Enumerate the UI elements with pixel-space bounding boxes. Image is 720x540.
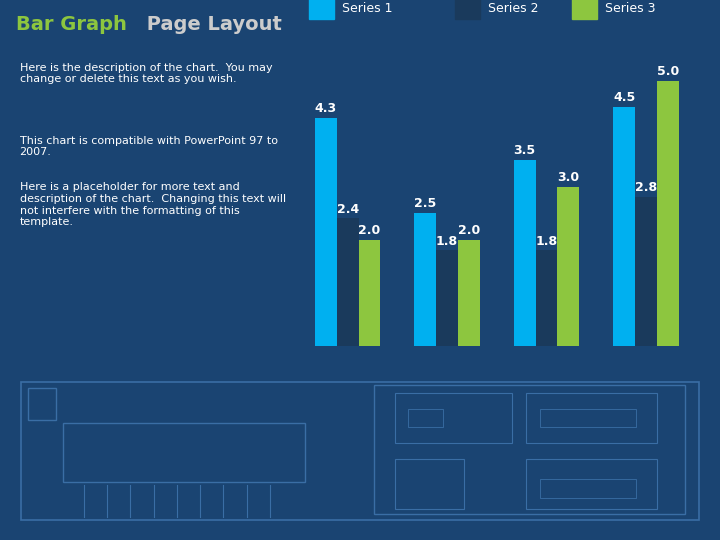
Bar (63, 423, 305, 482)
Text: Series 2: Series 2 (488, 2, 539, 15)
Text: 2.5: 2.5 (414, 198, 436, 211)
Text: 2.0: 2.0 (458, 224, 480, 237)
Bar (557, 186, 580, 346)
Text: 2.4: 2.4 (336, 202, 359, 215)
Text: This chart is compatible with PowerPoint 97 to
2007.: This chart is compatible with PowerPoint… (19, 136, 278, 157)
Bar (309, 0, 334, 19)
Bar (458, 240, 480, 346)
Bar (572, 0, 597, 19)
Bar (337, 218, 359, 346)
Text: 3.5: 3.5 (513, 144, 536, 157)
Text: 4.5: 4.5 (613, 91, 635, 104)
Bar (315, 118, 337, 346)
Bar (526, 393, 657, 443)
Text: 2.8: 2.8 (635, 181, 657, 194)
Text: Series 3: Series 3 (606, 2, 656, 15)
Bar (359, 240, 380, 346)
Bar (540, 479, 636, 498)
Text: 3.0: 3.0 (557, 171, 580, 184)
Bar (526, 458, 657, 509)
Bar (536, 250, 557, 346)
Text: 4.3: 4.3 (315, 102, 337, 115)
Text: 5.0: 5.0 (657, 65, 679, 78)
Bar (408, 409, 443, 428)
Bar (455, 0, 480, 19)
Bar (374, 385, 685, 514)
Bar (22, 382, 698, 520)
Bar (657, 80, 679, 346)
Text: 1.8: 1.8 (436, 234, 458, 247)
Bar (414, 213, 436, 346)
Text: Page Layout: Page Layout (140, 15, 282, 35)
Text: Series 1: Series 1 (342, 2, 393, 15)
Bar (395, 458, 464, 509)
Bar (513, 160, 536, 346)
Text: 2.0: 2.0 (359, 224, 381, 237)
Text: 1.8: 1.8 (536, 234, 557, 247)
Bar (28, 388, 56, 420)
Bar (635, 197, 657, 346)
Text: Here is a placeholder for more text and
description of the chart.  Changing this: Here is a placeholder for more text and … (19, 183, 286, 227)
Bar (436, 250, 458, 346)
Bar (540, 409, 636, 428)
Bar (395, 393, 512, 443)
Text: Bar Graph: Bar Graph (16, 15, 127, 35)
Text: Here is the description of the chart.  You may
change or delete this text as you: Here is the description of the chart. Yo… (19, 63, 272, 84)
Bar (613, 107, 635, 346)
